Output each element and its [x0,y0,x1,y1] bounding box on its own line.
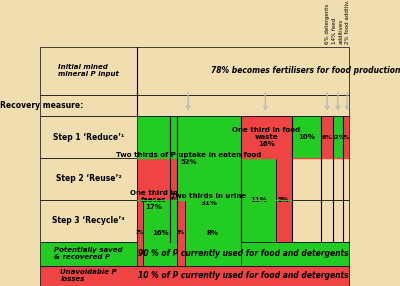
Text: 8%: 8% [207,230,219,236]
Bar [40,242,349,266]
Text: 14% feed
additives: 14% feed additives [332,18,343,44]
Bar [333,116,344,158]
Bar [321,116,333,158]
Text: 3%: 3% [177,230,185,235]
Bar [40,266,349,286]
Text: 12%: 12% [332,135,345,140]
Bar [137,116,241,200]
Text: Unavoidable P
losses: Unavoidable P losses [60,269,117,282]
Bar [177,158,241,242]
Bar [241,116,292,158]
Text: 6%: 6% [322,135,332,140]
Bar [40,200,349,242]
Text: Initial mined
mineral P input: Initial mined mineral P input [58,64,119,77]
Bar [276,158,292,242]
Text: Step 3 ‘Recycle’³: Step 3 ‘Recycle’³ [52,216,125,225]
Bar [170,158,177,242]
Bar [40,95,349,116]
Bar [137,200,143,266]
Text: 90 % of P currently used for food and detergents: 90 % of P currently used for food and de… [138,249,349,258]
Text: 10%: 10% [298,134,315,140]
Bar [241,158,276,242]
Text: 10 % of P currently used for food and detergents: 10 % of P currently used for food and de… [138,271,349,280]
Text: Step 2 ‘Reuse’²: Step 2 ‘Reuse’² [56,174,122,184]
Bar [344,116,349,158]
Bar [40,158,349,200]
Bar [185,200,241,266]
Text: 3%: 3% [170,197,178,202]
Text: Potentially saved
& recovered P: Potentially saved & recovered P [54,247,123,260]
Text: 2% food additiv.: 2% food additiv. [345,0,350,44]
Text: 5%: 5% [278,197,290,203]
Text: Two thirds in urine
31%: Two thirds in urine 31% [172,193,246,206]
Bar [40,47,349,95]
Text: 6% detergents: 6% detergents [324,4,330,44]
Text: One third in food
waste
16%: One third in food waste 16% [232,127,300,147]
Text: 78% becomes fertilisers for food production: 78% becomes fertilisers for food product… [211,66,400,75]
Text: 16%: 16% [152,230,168,236]
Text: Two thirds of P uptake in eaten food
52%: Two thirds of P uptake in eaten food 52% [116,152,262,164]
Text: 2%: 2% [342,135,350,140]
Text: Recovery measure:: Recovery measure: [0,101,83,110]
Text: 2%: 2% [136,230,144,235]
Text: Step 1 ‘Reduce’¹: Step 1 ‘Reduce’¹ [53,133,124,142]
Bar [143,200,177,266]
Bar [137,158,170,242]
Text: One third in
faeces
17%: One third in faeces 17% [130,190,178,210]
Text: 11%: 11% [250,197,267,203]
Bar [177,200,185,266]
Bar [292,116,321,158]
Bar [40,116,349,158]
